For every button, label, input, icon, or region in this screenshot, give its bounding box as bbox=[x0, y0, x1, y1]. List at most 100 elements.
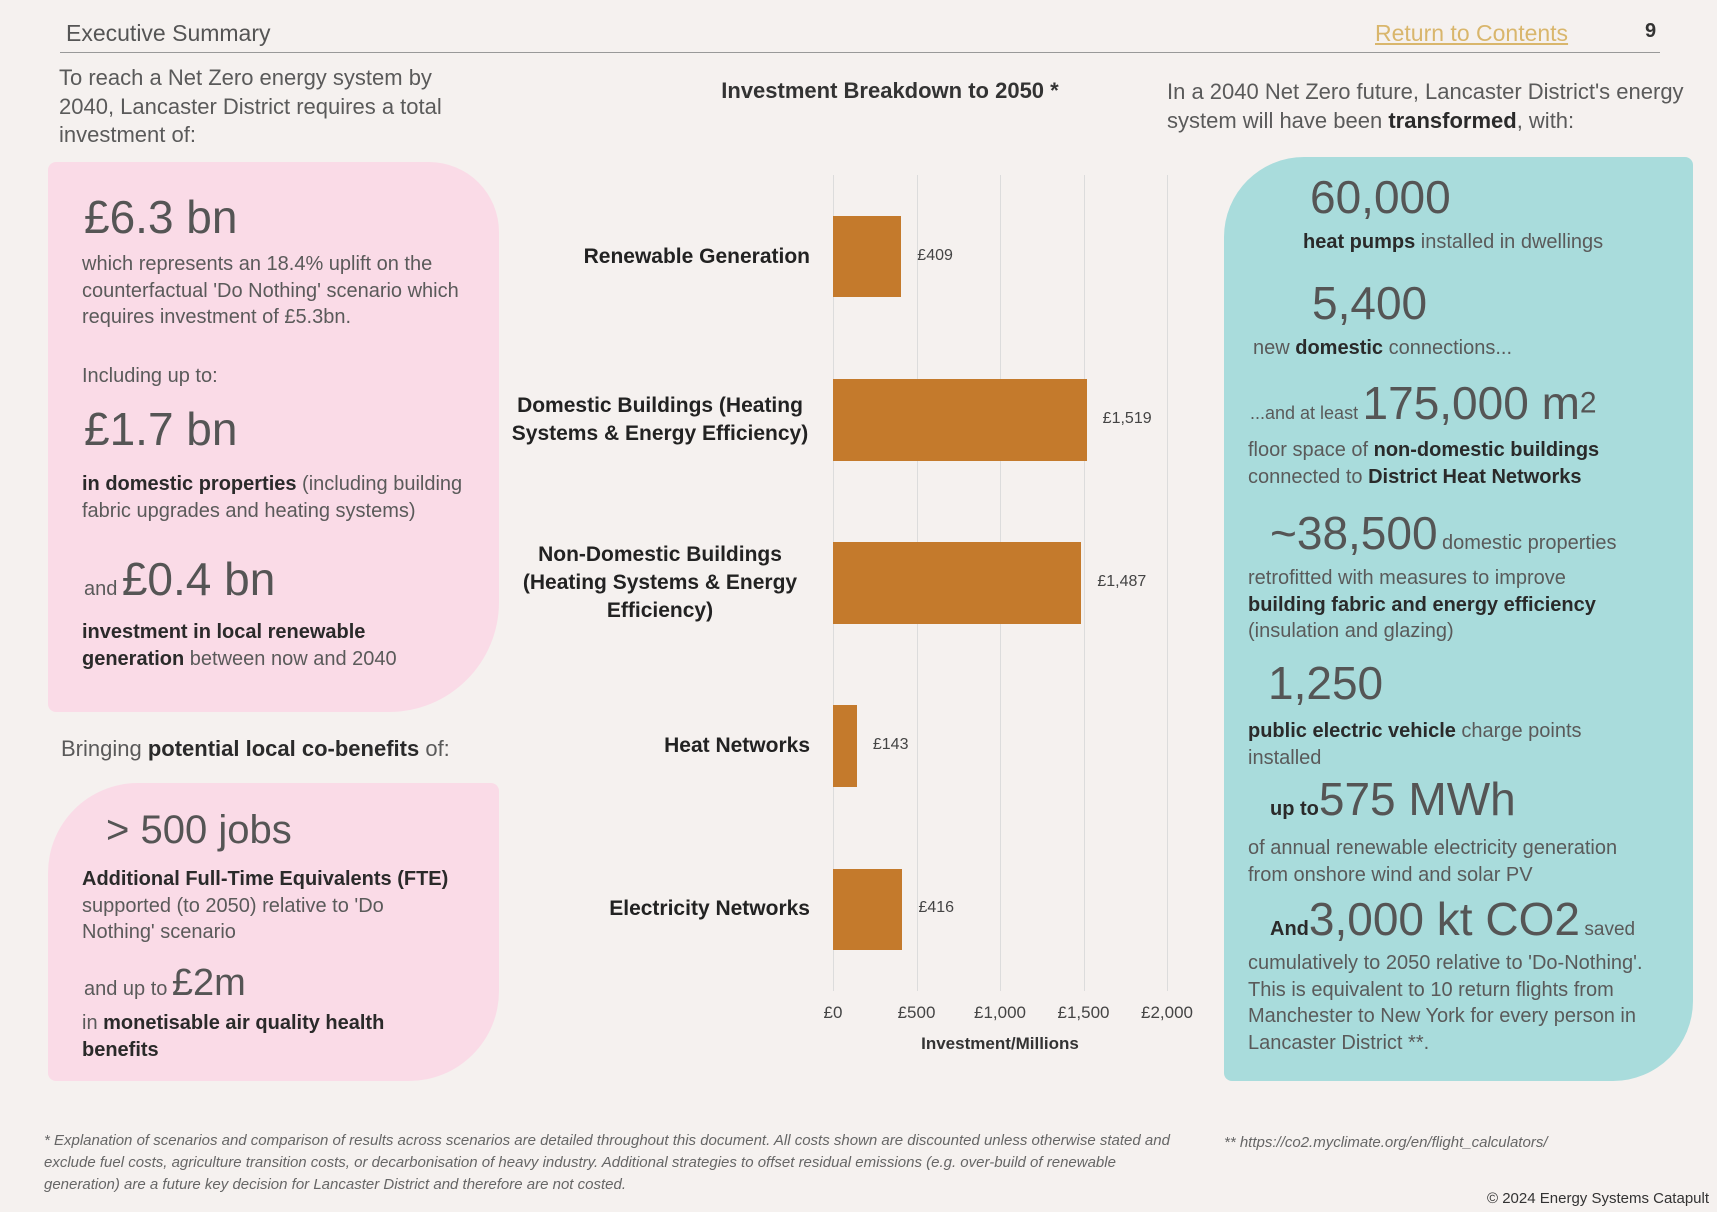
right-intro: In a 2040 Net Zero future, Lancaster Dis… bbox=[1167, 78, 1687, 135]
category-label: Renewable Generation bbox=[583, 244, 810, 268]
grid-line bbox=[1083, 175, 1085, 991]
page-number: 9 bbox=[1645, 20, 1657, 42]
x-tick-label: £1,500 bbox=[1057, 1003, 1110, 1022]
x-axis-label: Investment/Millions bbox=[921, 1034, 1079, 1053]
y-tick-label: Electricity Networks bbox=[480, 895, 810, 923]
jobs-figure: > 500 jobs bbox=[106, 808, 292, 852]
text: transformed bbox=[1388, 107, 1517, 133]
renewable-line: and £0.4 bn bbox=[84, 552, 275, 606]
item-text: cumulatively to 2050 relative to 'Do-Not… bbox=[1248, 950, 1658, 1056]
x-tick-label: £2,000 bbox=[1141, 1003, 1193, 1022]
renewable-note: investment in local renewable generation… bbox=[82, 619, 422, 672]
item-text: retrofitted with measures to improve bui… bbox=[1248, 565, 1648, 645]
footnote: * Explanation of scenarios and compariso… bbox=[44, 1132, 1170, 1193]
cobenefits-box bbox=[48, 783, 499, 1081]
text: heat pumps bbox=[1303, 231, 1416, 253]
domestic-note: in domestic properties (including buildi… bbox=[82, 471, 487, 524]
value-label: £416 bbox=[918, 899, 955, 917]
text: between now and 2040 bbox=[184, 647, 397, 670]
header-rule bbox=[60, 52, 1660, 53]
y-tick-label: Renewable Generation bbox=[480, 243, 810, 271]
total-note: which represents an 18.4% uplift on the … bbox=[82, 253, 459, 328]
text: connected to bbox=[1248, 465, 1369, 488]
item-head: up to575 MWh bbox=[1270, 772, 1516, 826]
health-line: and up to £2m bbox=[84, 962, 246, 1005]
text: domestic bbox=[1295, 337, 1384, 359]
grid-line bbox=[1167, 175, 1168, 991]
y-tick-label: Domestic Buildings (Heating Systems & En… bbox=[480, 392, 810, 448]
text: new bbox=[1253, 337, 1296, 359]
figure: ~38,500 bbox=[1270, 507, 1438, 559]
copyright: © 2024 Energy Systems Catapult bbox=[1487, 1190, 1709, 1207]
figure: 3,000 kt CO2 bbox=[1308, 893, 1580, 945]
item-head: ...and at least 175,000 m2 bbox=[1250, 376, 1597, 430]
text: (insulation and glazing) bbox=[1248, 620, 1454, 642]
contents-link[interactable]: Return to Contents bbox=[1375, 20, 1569, 46]
text: (including building fabric upgrades and … bbox=[82, 473, 463, 522]
text: , with: bbox=[1516, 107, 1575, 133]
text: ...and at least bbox=[1250, 403, 1359, 423]
x-tick-label: £500 bbox=[897, 1003, 936, 1022]
value-label: £409 bbox=[917, 246, 953, 264]
x-tick-label: £1,000 bbox=[974, 1003, 1026, 1022]
bar bbox=[833, 215, 902, 298]
text: Bringing bbox=[61, 736, 148, 761]
text: floor space of bbox=[1248, 439, 1374, 461]
text: District Heat Networks bbox=[1368, 465, 1582, 488]
item-text: floor space of non-domestic buildings co… bbox=[1248, 437, 1668, 490]
domestic-figure: £1.7 bn bbox=[84, 403, 238, 455]
jobs-note: Additional Full-Time Equivalents (FTE) s… bbox=[82, 866, 457, 946]
including-label: Including up to: bbox=[82, 365, 218, 387]
text: charge points installed bbox=[1248, 720, 1582, 769]
total-figure: £6.3 bn bbox=[84, 191, 238, 243]
text: And bbox=[1270, 918, 1309, 940]
investment-box bbox=[48, 162, 499, 712]
text: installed in dwellings bbox=[1415, 231, 1604, 253]
figure: 5,400 bbox=[1312, 277, 1428, 329]
text: and bbox=[84, 578, 118, 600]
text: of: bbox=[419, 736, 450, 761]
text: 2 bbox=[1579, 386, 1597, 420]
text: and up to bbox=[84, 978, 168, 1000]
bar bbox=[833, 379, 1087, 461]
figure: 1,250 bbox=[1268, 657, 1384, 709]
cobenefits-intro: Bringing potential local co-benefits of: bbox=[61, 736, 450, 762]
value-label: £143 bbox=[872, 736, 909, 754]
item-text: heat pumps installed in dwellings bbox=[1303, 229, 1603, 256]
renewable-figure: £0.4 bn bbox=[121, 553, 276, 605]
text: monetisable air quality health benefits bbox=[82, 1012, 385, 1061]
bar bbox=[833, 542, 1082, 624]
bar bbox=[833, 705, 857, 787]
text: saved bbox=[1584, 919, 1636, 940]
text: public electric vehicle bbox=[1248, 720, 1456, 742]
text: In a 2040 Net Zero future, Lancaster Dis… bbox=[1167, 79, 1684, 133]
outcomes-box bbox=[1224, 157, 1693, 1081]
item-text: new domestic connections... bbox=[1253, 335, 1512, 362]
item-text: public electric vehicle charge points in… bbox=[1248, 718, 1648, 771]
text: potential local co-benefits bbox=[147, 736, 420, 761]
text: domestic properties bbox=[1442, 532, 1617, 554]
text: in domestic properties bbox=[82, 473, 297, 495]
y-tick-label: Heat Networks bbox=[480, 732, 810, 760]
category-label: Non-Domestic Buildings (Heating Systems … bbox=[522, 543, 798, 622]
section-title: Executive Summary bbox=[66, 20, 271, 46]
text: supported (to 2050) relative to 'Do Noth… bbox=[82, 894, 384, 944]
category-label: Heat Networks bbox=[664, 734, 810, 758]
chart-title: Investment Breakdown to 2050 * bbox=[721, 78, 1059, 103]
health-note: in monetisable air quality health benefi… bbox=[82, 1010, 412, 1063]
value-label: £1,487 bbox=[1097, 573, 1147, 590]
text: retrofitted with measures to improve bbox=[1248, 567, 1566, 589]
text: in bbox=[82, 1012, 104, 1034]
value-label: £1,519 bbox=[1102, 409, 1152, 427]
text: connections... bbox=[1383, 337, 1513, 359]
item-head: And3,000 kt CO2 saved bbox=[1270, 892, 1635, 946]
category-label: Electricity Networks bbox=[609, 897, 810, 921]
item-head: ~38,500 domestic properties bbox=[1270, 506, 1617, 560]
text: building fabric and energy efficiency bbox=[1248, 593, 1596, 616]
text: Additional Full-Time Equivalents (FTE) bbox=[82, 868, 449, 890]
health-figure: £2m bbox=[171, 962, 246, 1004]
figure: 575 MWh bbox=[1318, 773, 1516, 825]
left-intro: To reach a Net Zero energy system by 204… bbox=[59, 65, 442, 147]
item-text: of annual renewable electricity generati… bbox=[1248, 835, 1658, 888]
